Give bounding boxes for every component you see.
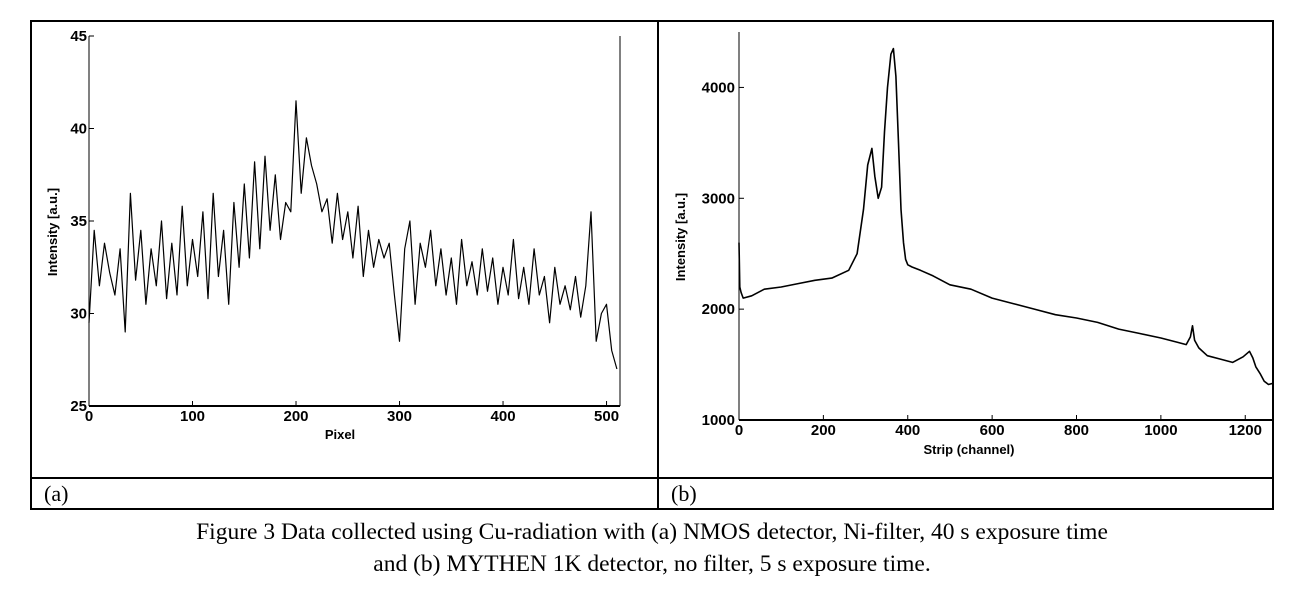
y-axis-label: Intensity [a.u.] bbox=[45, 188, 60, 276]
y-tick-label: 2000 bbox=[702, 301, 735, 318]
x-axis-label: Strip (channel) bbox=[923, 442, 1014, 457]
x-tick-label: 1000 bbox=[1144, 422, 1177, 439]
x-tick-label: 500 bbox=[594, 408, 619, 425]
x-tick-label: 200 bbox=[284, 408, 309, 425]
y-tick-label: 35 bbox=[70, 213, 87, 230]
figure-caption: Figure 3 Data collected using Cu-radiati… bbox=[0, 516, 1304, 580]
chart-b: 0 200 400 600 800 1000 1200 1000 2000 3000 4000 Str… bbox=[673, 32, 1280, 457]
caption-line-1: Figure 3 Data collected using Cu-radiati… bbox=[196, 519, 1108, 545]
y-tick-label: 30 bbox=[70, 306, 87, 323]
x-tick-label: 400 bbox=[895, 422, 920, 439]
y-tick-label: 40 bbox=[70, 121, 87, 138]
caption-line-2: and (b) MYTHEN 1K detector, no filter, 5… bbox=[373, 551, 931, 577]
x-axis-label: Pixel bbox=[325, 427, 355, 442]
series-line-mythen-1k bbox=[738, 47, 1280, 386]
figure-table: 0 100 200 300 400 500 25 30 35 40 45 Pixel Intensity… bbox=[30, 20, 1280, 510]
series-line-nmos bbox=[88, 100, 618, 370]
y-tick-label: 3000 bbox=[702, 190, 735, 207]
x-tick-label: 400 bbox=[491, 408, 516, 425]
x-tick-label: 1200 bbox=[1229, 422, 1262, 439]
x-tick-label: 0 bbox=[735, 422, 743, 439]
panel-a-cell: 0 100 200 300 400 500 25 30 35 40 45 Pixel Intensity… bbox=[32, 22, 659, 477]
panel-b-cell: 0 200 400 600 800 1000 1200 1000 2000 3000 4000 Str… bbox=[659, 22, 1280, 477]
x-tick-label: 200 bbox=[811, 422, 836, 439]
y-tick-label: 1000 bbox=[702, 412, 735, 429]
y-tick-label: 25 bbox=[70, 398, 87, 415]
x-tick-label: 600 bbox=[980, 422, 1005, 439]
y-axis-label: Intensity [a.u.] bbox=[673, 193, 688, 281]
x-tick-label: 100 bbox=[180, 408, 205, 425]
x-tick-label: 0 bbox=[85, 408, 93, 425]
panel-a-label: (a) bbox=[32, 477, 659, 508]
chart-a: 0 100 200 300 400 500 25 30 35 40 45 Pixel Intensity… bbox=[45, 28, 621, 442]
x-tick-label: 300 bbox=[387, 408, 412, 425]
y-tick-label: 4000 bbox=[702, 79, 735, 96]
x-tick-label: 800 bbox=[1064, 422, 1089, 439]
y-tick-label: 45 bbox=[70, 28, 87, 45]
panel-b-label: (b) bbox=[659, 477, 1272, 508]
